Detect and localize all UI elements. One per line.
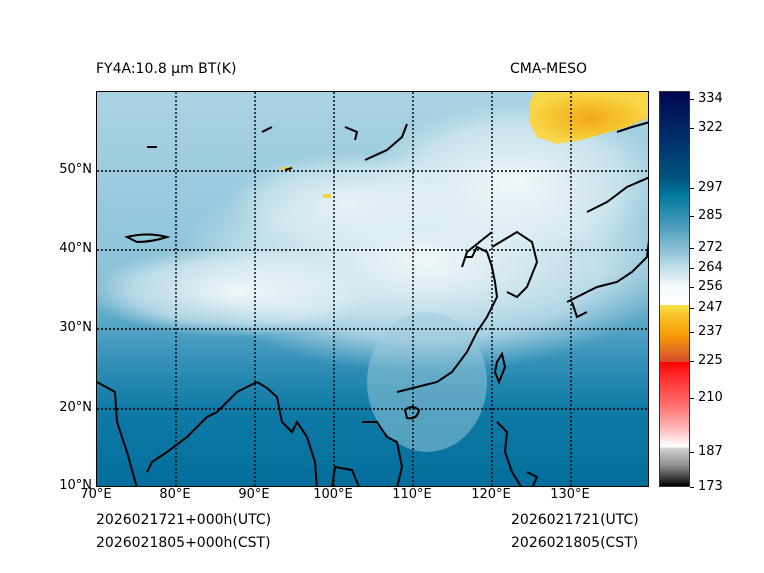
- lat-label-50n: 50°N: [59, 162, 92, 177]
- lat-label-10n: 10°N: [59, 478, 92, 493]
- model-label: CMA-MESO: [510, 61, 588, 77]
- map-title: FY4A:10.8 µm BT(K): [96, 61, 237, 77]
- lon-label-110e: 110°E: [392, 487, 432, 502]
- brightness-temperature-field: [97, 92, 648, 486]
- colorbar-tick-225: 225: [698, 353, 723, 368]
- colorbar-tick-237: 237: [698, 324, 723, 339]
- lon-label-130e: 130°E: [550, 487, 590, 502]
- colorbar-tick-322: 322: [698, 120, 723, 135]
- forecast-time-cst: 2026021805+000h(CST): [96, 535, 271, 551]
- colorbar-tick-173: 173: [698, 479, 723, 494]
- satellite-map: [96, 91, 649, 487]
- colorbar-tick-210: 210: [698, 390, 723, 405]
- colorbar-tick-297: 297: [698, 180, 723, 195]
- lon-label-100e: 100°E: [313, 487, 353, 502]
- init-time-utc: 2026021721(UTC): [511, 512, 639, 528]
- forecast-time-utc: 2026021721+000h(UTC): [96, 512, 272, 528]
- lat-label-20n: 20°N: [59, 400, 92, 415]
- lon-label-70e: 70°E: [80, 487, 112, 502]
- colorbar-tick-264: 264: [698, 260, 723, 275]
- colorbar-tick-334: 334: [698, 91, 723, 106]
- lon-label-90e: 90°E: [238, 487, 270, 502]
- lon-label-120e: 120°E: [471, 487, 511, 502]
- colorbar-tick-247: 247: [698, 300, 723, 315]
- colorbar-tick-256: 256: [698, 279, 723, 294]
- colorbar-tick-285: 285: [698, 208, 723, 223]
- colorbar-tick-187: 187: [698, 444, 723, 459]
- colorbar: [659, 91, 690, 487]
- init-time-cst: 2026021805(CST): [511, 535, 639, 551]
- colorbar-tick-272: 272: [698, 240, 723, 255]
- lat-label-40n: 40°N: [59, 241, 92, 256]
- lat-label-30n: 30°N: [59, 320, 92, 335]
- lon-label-80e: 80°E: [159, 487, 191, 502]
